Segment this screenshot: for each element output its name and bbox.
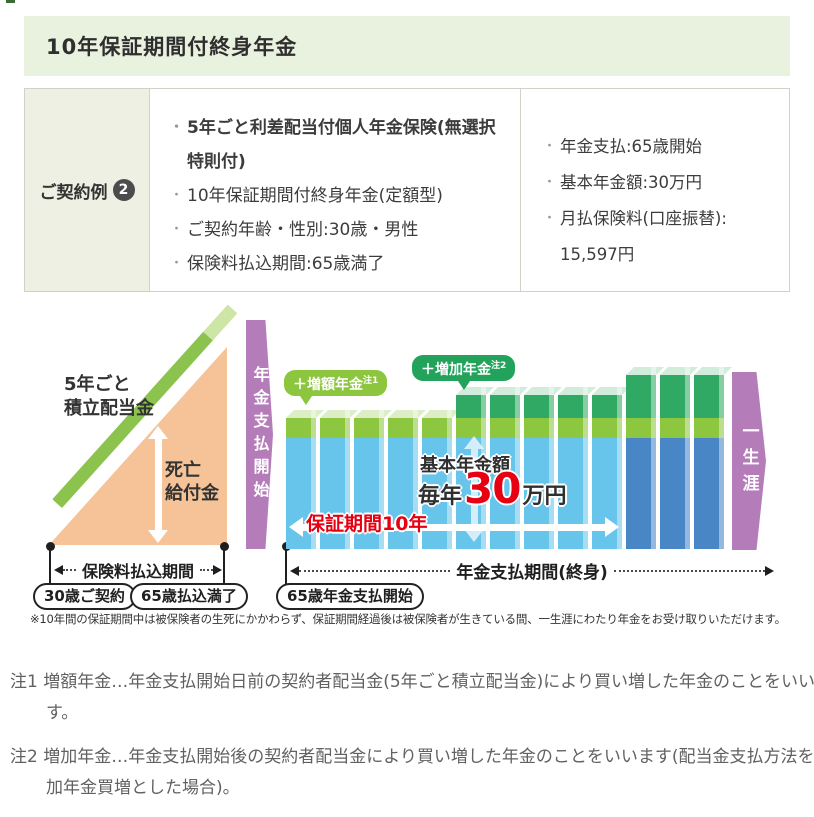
amount-prefix: 毎年: [418, 484, 463, 509]
contract-example-table: ご契約例 2 5年ごと利差配当付個人年金保険(無選択特則付)10年保証期間付終身…: [24, 88, 790, 292]
zogaku-annuity-bubble: ＋増額年金注1: [284, 370, 388, 405]
annuity-bar-guaranteed-with-zoka: [490, 387, 528, 549]
annuity-bar-guaranteed-basic: [422, 410, 460, 549]
axis-stem: [285, 548, 287, 586]
annuity-bar-guaranteed-basic: [320, 410, 358, 549]
annuity-bar-guaranteed-basic: [354, 410, 392, 549]
payment-period-label: 年金支払期間(終身): [456, 563, 608, 583]
annuity-bar-guaranteed-with-zoka: [558, 387, 596, 549]
premium-period-label: 保険料払込期間: [82, 562, 195, 581]
diagram-note: ※10年間の保証期間中は被保険者の生死にかかわらず、保証期間経過後は被保険者が生…: [30, 612, 786, 626]
plan-details-cell: 5年ごと利差配当付個人年金保険(無選択特則付)10年保証期間付終身年金(定額型)…: [150, 89, 521, 291]
plan-details-list: 5年ごと利差配当付個人年金保険(無選択特則付)10年保証期間付終身年金(定額型)…: [170, 111, 506, 281]
axis-dot-age30: [46, 542, 55, 551]
table-row-label-cell: ご契約例 2: [25, 89, 150, 291]
payment-details-cell: 年金支払:65歳開始基本年金額:30万円月払保険料(口座振替): 15,597円: [521, 89, 789, 291]
death-benefit-label: 死亡 給付金: [165, 460, 219, 505]
annuity-bar-guaranteed-basic: [388, 410, 426, 549]
list-item: 月払保険料(口座振替): 15,597円: [543, 201, 777, 273]
dividend-label: 5年ごと 積立配当金: [64, 374, 154, 420]
pension-start-ribbon: 年金支払開始: [246, 320, 273, 549]
list-item: 年金支払:65歳開始: [543, 129, 777, 165]
bubble-text: ＋増加年金: [421, 362, 491, 378]
example-number-badge: 2: [112, 179, 135, 201]
premium-period-arrow: 保険料払込期間: [54, 558, 223, 582]
milestone-age65-paidup: 65歳払込満了: [130, 583, 248, 610]
guarantee-period-label: 保証期間10年: [306, 513, 428, 535]
milestone-age65-pension-start: 65歳年金支払開始: [276, 583, 424, 610]
benefit-diagram: 5年ごと 積立配当金 死亡 給付金 年金支払開始 ＋増額年金注1 ＋増加年金注2…: [0, 300, 814, 645]
lifetime-ribbon: 一生涯: [732, 372, 766, 550]
amount-unit: 万円: [522, 484, 567, 509]
footnote-1: 注1 増額年金…年金支払開始日前の契約者配当金(5年ごと積立配当金)により買い増…: [10, 672, 814, 724]
payment-period-arrow: 年金支払期間(終身): [290, 558, 775, 583]
annuity-bar-lifetime-with-zoka: [626, 367, 664, 549]
annuity-bar-lifetime-with-zoka: [660, 367, 698, 549]
bubble-sup: 注1: [363, 376, 379, 386]
axis-stem: [49, 548, 51, 586]
list-item: ご契約年齢・性別:30歳・男性: [170, 213, 506, 247]
page-title: 10年保証期間付終身年金: [46, 35, 298, 59]
basic-amount-value: 毎年 30 万円: [418, 464, 566, 513]
axis-dot-age65-paid: [220, 542, 229, 551]
list-item: 5年ごと利差配当付個人年金保険(無選択特則付): [170, 111, 506, 179]
footnote-2: 注2 増加年金…年金支払開始後の契約者配当金により買い増した年金のことをいいます…: [10, 747, 814, 799]
annuity-bars: [286, 367, 732, 549]
guarantee-period-arrow: [289, 517, 619, 537]
amount-number: 30: [464, 464, 521, 513]
annuity-bar-guaranteed-with-zoka: [524, 387, 562, 549]
scan-artifact: [6, 0, 15, 3]
row-label: ご契約例: [39, 182, 108, 203]
zoka-annuity-bubble: ＋増加年金注2: [412, 355, 516, 390]
list-item: 10年保証期間付終身年金(定額型): [170, 179, 506, 213]
milestone-age30-contract: 30歳ご契約: [33, 583, 136, 610]
basic-amount-height-arrow: [464, 436, 484, 542]
payment-details-list: 年金支払:65歳開始基本年金額:30万円月払保険料(口座振替): 15,597円: [543, 129, 777, 273]
bubble-sup: 注2: [491, 361, 507, 371]
list-item: 基本年金額:30万円: [543, 165, 777, 201]
annuity-bar-guaranteed-basic: [286, 410, 324, 549]
axis-stem: [223, 548, 225, 586]
annuity-bar-lifetime-with-zoka: [694, 367, 732, 549]
bubble-text: ＋増額年金: [293, 377, 363, 393]
death-benefit-arrow: [148, 426, 168, 543]
list-item: 保険料払込期間:65歳満了: [170, 247, 506, 281]
section-header: 10年保証期間付終身年金: [24, 16, 790, 76]
basic-amount-title: 基本年金額: [420, 455, 510, 476]
